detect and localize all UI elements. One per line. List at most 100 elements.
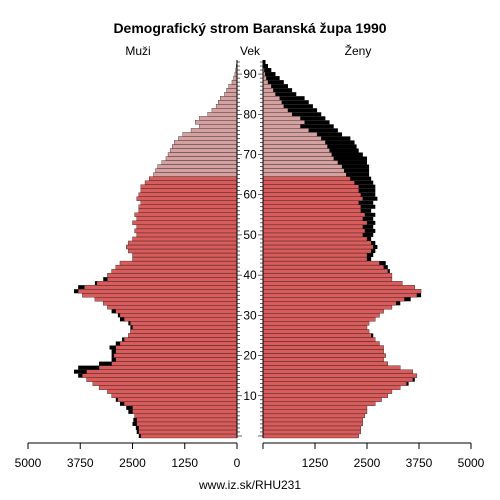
men-bar-age-49 <box>132 236 238 242</box>
men-excess-bar-age-15 <box>78 373 83 378</box>
women-bar-age-68 <box>262 160 339 165</box>
women-excess-bar-age-87 <box>271 84 288 89</box>
women-bar-age-87 <box>262 83 272 89</box>
women-excess-bar-age-45 <box>367 253 374 258</box>
age-tick-label: 50 <box>243 228 257 242</box>
men-bar-age-69 <box>165 156 238 161</box>
women-excess-bar-age-70 <box>331 152 363 157</box>
x-tick-label-left: 1250 <box>171 456 198 470</box>
women-bar-age-73 <box>262 140 326 145</box>
women-bars <box>262 59 422 439</box>
men-bar-age-12 <box>98 385 238 390</box>
men-excess-bar-age-39 <box>103 277 108 282</box>
women-excess-bar-age-61 <box>358 188 376 193</box>
women-bar-age-27 <box>262 325 368 330</box>
men-bar-age-73 <box>174 140 238 145</box>
men-bar-age-4 <box>136 417 238 423</box>
women-bar-age-31 <box>262 309 384 314</box>
women-bar-age-5 <box>262 413 366 419</box>
footer-url: www.iz.sk/RHU231 <box>198 478 301 492</box>
women-excess-bar-age-93 <box>263 60 266 65</box>
women-excess-bar-age-84 <box>279 96 305 101</box>
women-bar-age-44 <box>262 256 368 262</box>
men-bar-age-35 <box>82 293 238 298</box>
age-tick-label: 10 <box>243 389 257 403</box>
women-excess-bar-age-66 <box>344 168 370 173</box>
men-bar-age-38 <box>96 281 238 286</box>
men-bar-age-0 <box>140 433 238 439</box>
women-excess-bar-age-35 <box>416 293 422 298</box>
women-label: Ženy <box>345 43 372 58</box>
women-bar-age-58 <box>262 200 359 205</box>
men-bar-age-18 <box>111 361 238 366</box>
women-excess-bar-age-78 <box>304 120 330 125</box>
women-bar-age-74 <box>262 136 322 141</box>
women-excess-bar-age-75 <box>317 132 343 137</box>
age-tick-label: 80 <box>243 107 257 121</box>
women-bar-age-52 <box>262 224 363 230</box>
women-bar-age-29 <box>262 317 376 322</box>
women-bar-age-22 <box>262 345 384 350</box>
women-excess-bar-age-72 <box>327 144 357 149</box>
men-bar-age-8 <box>123 401 238 406</box>
men-bar-age-65 <box>153 172 238 177</box>
women-bar-age-39 <box>262 276 393 282</box>
women-bar-age-28 <box>262 321 370 326</box>
men-bar-age-29 <box>123 317 238 322</box>
men-bar-age-66 <box>155 168 238 173</box>
women-excess-bar-age-49 <box>367 236 372 241</box>
women-excess-bar-age-73 <box>325 140 355 145</box>
men-bar-age-60 <box>138 192 238 197</box>
age-tick-label: 20 <box>243 349 257 363</box>
women-bar-age-85 <box>262 92 276 97</box>
women-excess-bar-age-90 <box>265 72 276 77</box>
men-bar-age-42 <box>115 264 238 270</box>
age-label: Vek <box>240 44 261 58</box>
age-tick-label: 90 <box>243 67 257 81</box>
women-bar-age-7 <box>262 405 368 411</box>
women-excess-bar-age-33 <box>396 301 401 306</box>
women-excess-bar-age-52 <box>362 224 374 229</box>
men-excess-bar-age-31 <box>111 309 116 314</box>
men-bar-age-54 <box>136 216 238 222</box>
men-bar-age-2 <box>138 425 238 431</box>
women-bar-age-18 <box>262 361 388 366</box>
men-bar-age-21 <box>115 349 238 354</box>
men-excess-bar-age-3 <box>132 421 137 426</box>
men-bar-age-24 <box>123 337 238 342</box>
women-excess-bar-age-74 <box>321 136 351 141</box>
women-bar-age-77 <box>262 124 301 129</box>
women-bar-age-60 <box>262 192 361 197</box>
men-bar-age-75 <box>182 132 238 137</box>
x-axis: 5000 3750 2500 1250 0 1250 2500 3750 5000 <box>15 442 485 470</box>
women-bar-age-1 <box>262 429 361 435</box>
women-bar-age-64 <box>262 176 351 181</box>
men-excess-bar-age-29 <box>119 317 125 322</box>
men-excess-bar-age-37 <box>78 285 85 290</box>
women-excess-bar-age-92 <box>263 64 268 69</box>
women-excess-bar-age-53 <box>367 220 376 225</box>
men-excess-bar-age-30 <box>117 313 120 318</box>
women-bar-age-63 <box>262 180 355 185</box>
women-excess-bar-age-51 <box>364 228 376 233</box>
men-excess-bar-age-22 <box>109 345 116 350</box>
x-tick-label-right: 5000 <box>458 456 485 470</box>
men-bar-age-9 <box>117 397 238 402</box>
women-bar-age-72 <box>262 144 328 149</box>
men-bar-age-50 <box>136 232 238 238</box>
women-excess-bar-age-64 <box>350 176 372 181</box>
women-bar-age-55 <box>262 212 366 217</box>
women-excess-bar-age-34 <box>404 297 411 302</box>
men-excess-bar-age-17 <box>78 365 100 370</box>
women-bar-age-54 <box>262 216 363 222</box>
women-excess-bar-age-42 <box>383 265 388 270</box>
women-bar-age-43 <box>262 260 380 266</box>
age-tick-label: 60 <box>243 188 257 202</box>
men-excess-bar-age-38 <box>94 281 97 286</box>
x-tick-label-left: 3750 <box>67 456 94 470</box>
age-tick-label: 30 <box>243 308 257 322</box>
women-excess-bar-age-50 <box>362 232 374 237</box>
women-excess-bar-age-62 <box>358 184 376 189</box>
women-bar-age-45 <box>262 252 368 258</box>
men-bar-age-79 <box>199 116 238 121</box>
